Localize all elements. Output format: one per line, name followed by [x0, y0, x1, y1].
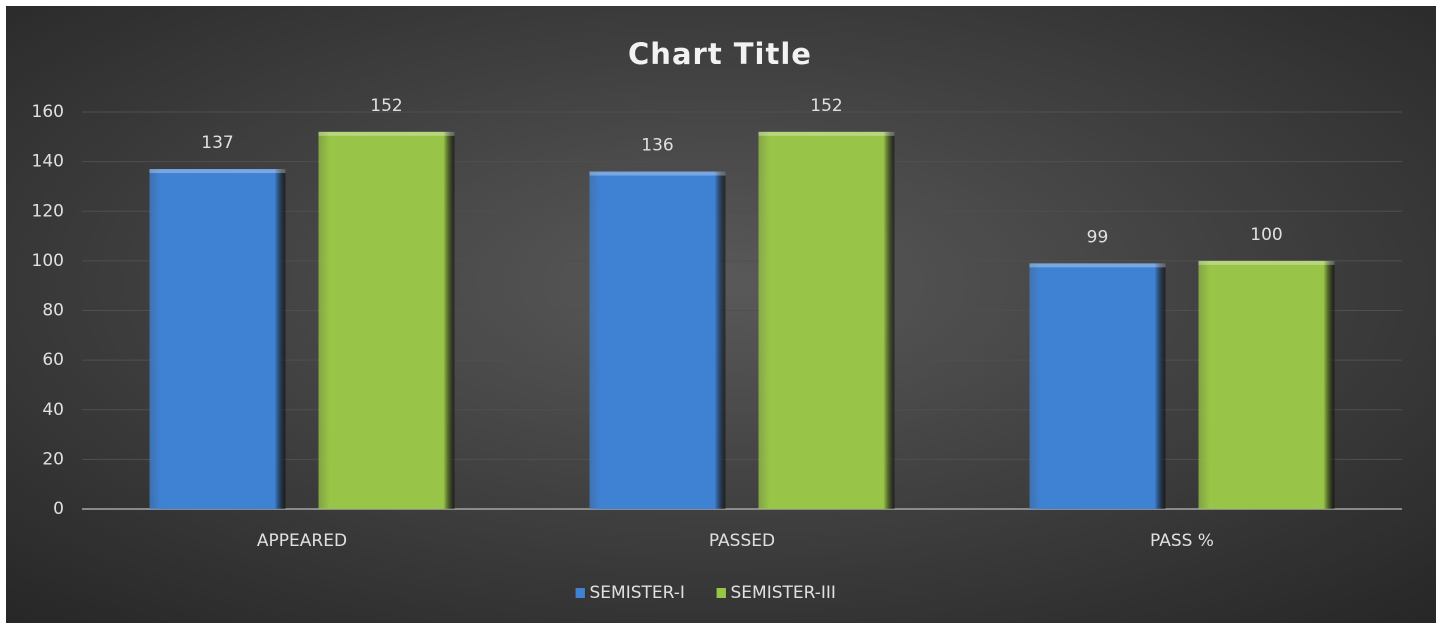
x-tick-label: PASSED	[709, 531, 775, 551]
bar-bevel	[758, 131, 895, 136]
y-tick-label: 40	[42, 400, 64, 420]
bar	[318, 131, 455, 509]
y-tick-label: 60	[42, 350, 64, 370]
x-tick-label: PASS %	[1150, 531, 1214, 551]
y-tick-label: 100	[32, 251, 64, 271]
data-label: 152	[810, 96, 842, 116]
bar-bevel	[318, 131, 455, 136]
y-tick-label: 80	[42, 301, 64, 321]
data-label: 136	[641, 136, 673, 156]
y-tick-label: 0	[53, 499, 64, 519]
chart-title: Chart Title	[628, 37, 812, 71]
data-label: 100	[1250, 225, 1282, 245]
bar-bevel	[149, 169, 286, 174]
bar-bevel	[589, 171, 726, 176]
bar-bevel	[1029, 263, 1166, 268]
data-label: 99	[1087, 227, 1109, 247]
bar	[1198, 260, 1335, 509]
y-tick-label: 120	[32, 201, 64, 221]
bar	[149, 169, 286, 509]
data-label: 137	[201, 133, 233, 153]
bar	[1029, 263, 1166, 509]
y-tick-label: 20	[42, 449, 64, 469]
legend-label: SEMISTER-III	[731, 583, 836, 603]
legend-swatch	[716, 588, 727, 598]
legend-label: SEMISTER-I	[590, 583, 685, 603]
bar	[758, 131, 895, 509]
y-tick-label: 140	[32, 152, 64, 172]
data-label: 152	[370, 96, 402, 116]
bar	[589, 171, 726, 510]
x-tick-label: APPEARED	[257, 531, 347, 551]
bar-bevel	[1198, 260, 1335, 265]
legend-swatch	[575, 588, 586, 598]
y-tick-label: 160	[32, 102, 64, 122]
